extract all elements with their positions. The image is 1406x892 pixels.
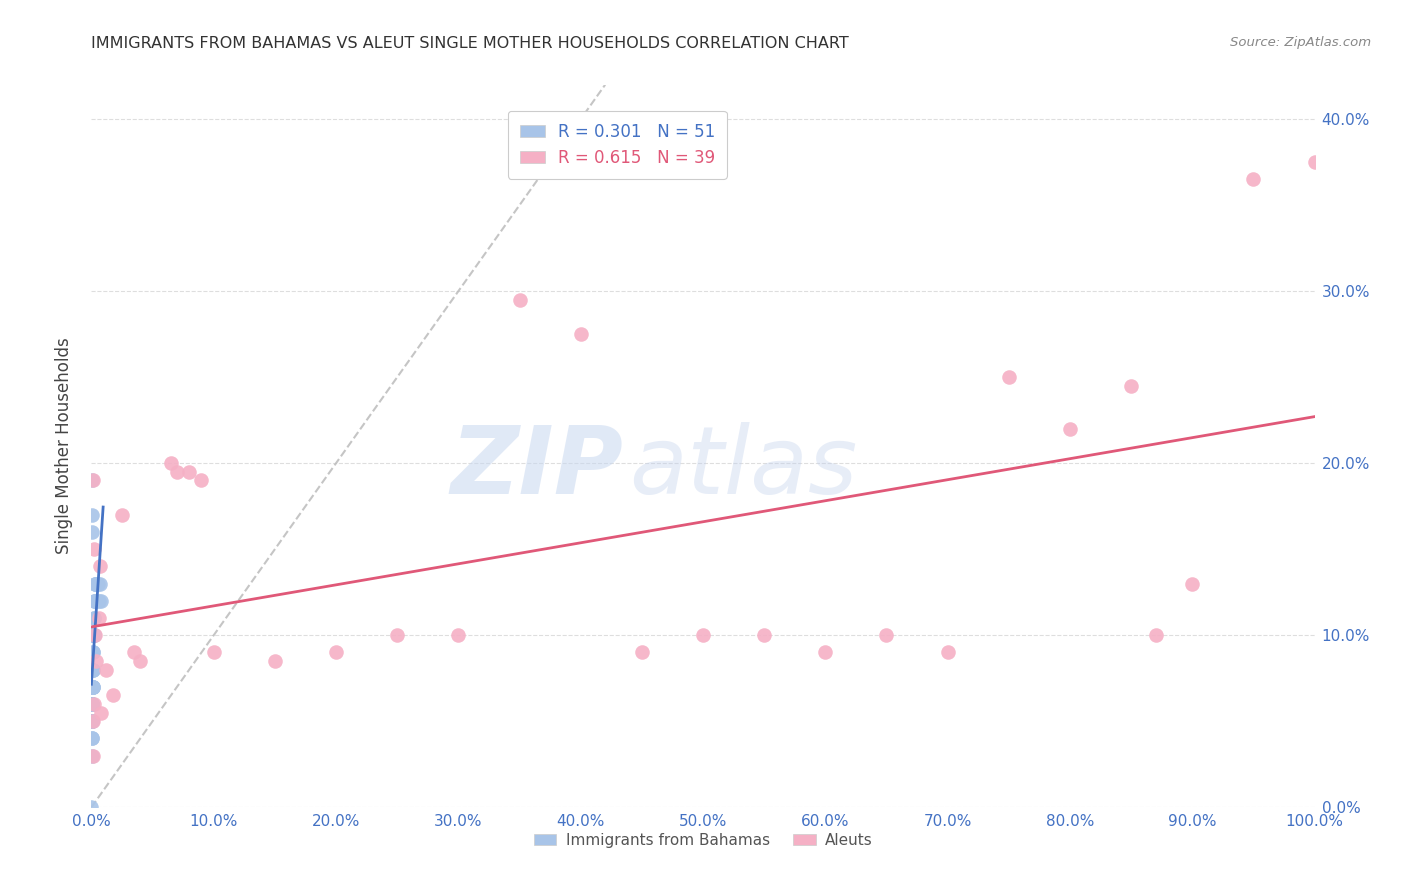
- Point: [122, 645, 145, 659]
- Point: [80, 714, 103, 729]
- Point: [1121, 379, 1143, 393]
- Text: Source: ZipAtlas.com: Source: ZipAtlas.com: [1230, 36, 1371, 49]
- Point: [82, 697, 104, 711]
- Legend: Immigrants from Bahamas, Aleuts: Immigrants from Bahamas, Aleuts: [527, 827, 879, 854]
- Point: [84, 628, 107, 642]
- Point: [89, 559, 111, 574]
- Point: [83, 611, 105, 625]
- Point: [84, 576, 107, 591]
- Point: [875, 628, 898, 642]
- Point: [82, 645, 104, 659]
- Point: [82, 474, 104, 488]
- Point: [1181, 576, 1204, 591]
- Point: [82, 748, 104, 763]
- Point: [631, 645, 654, 659]
- Point: [84, 576, 107, 591]
- Point: [82, 697, 104, 711]
- Point: [447, 628, 470, 642]
- Point: [82, 628, 104, 642]
- Point: [998, 370, 1021, 384]
- Point: [83, 542, 105, 557]
- Point: [87, 611, 110, 625]
- Point: [83, 594, 105, 608]
- Point: [82, 663, 104, 677]
- Point: [82, 628, 104, 642]
- Point: [202, 645, 225, 659]
- Point: [80, 714, 103, 729]
- Point: [509, 293, 531, 307]
- Point: [1059, 422, 1081, 436]
- Point: [111, 508, 134, 522]
- Point: [80, 714, 103, 729]
- Y-axis label: Single Mother Households: Single Mother Households: [55, 338, 73, 554]
- Point: [264, 654, 287, 668]
- Point: [80, 508, 103, 522]
- Point: [80, 731, 103, 746]
- Point: [1243, 172, 1265, 186]
- Text: atlas: atlas: [630, 422, 858, 513]
- Point: [129, 654, 152, 668]
- Point: [80, 524, 103, 539]
- Point: [80, 680, 103, 694]
- Point: [83, 697, 105, 711]
- Point: [80, 697, 103, 711]
- Point: [103, 689, 125, 703]
- Point: [1144, 628, 1167, 642]
- Point: [569, 327, 592, 342]
- Point: [80, 680, 103, 694]
- Point: [84, 654, 107, 668]
- Point: [89, 576, 111, 591]
- Point: [385, 628, 409, 642]
- Point: [83, 611, 105, 625]
- Point: [86, 576, 108, 591]
- Point: [82, 697, 104, 711]
- Point: [94, 663, 117, 677]
- Point: [82, 697, 104, 711]
- Point: [80, 474, 103, 488]
- Point: [84, 576, 107, 591]
- Point: [179, 465, 201, 479]
- Point: [80, 697, 103, 711]
- Point: [82, 680, 104, 694]
- Point: [692, 628, 714, 642]
- Point: [83, 628, 105, 642]
- Point: [814, 645, 837, 659]
- Point: [936, 645, 959, 659]
- Point: [1303, 155, 1326, 169]
- Point: [84, 594, 107, 608]
- Point: [82, 628, 104, 642]
- Point: [190, 474, 212, 488]
- Point: [82, 714, 104, 729]
- Point: [83, 628, 105, 642]
- Point: [754, 628, 776, 642]
- Point: [80, 800, 103, 814]
- Point: [90, 594, 112, 608]
- Point: [82, 663, 104, 677]
- Point: [80, 680, 103, 694]
- Point: [82, 714, 104, 729]
- Point: [82, 680, 104, 694]
- Point: [325, 645, 347, 659]
- Point: [82, 697, 104, 711]
- Point: [80, 731, 103, 746]
- Point: [87, 594, 110, 608]
- Point: [83, 628, 105, 642]
- Point: [82, 663, 104, 677]
- Point: [83, 628, 105, 642]
- Point: [84, 594, 107, 608]
- Point: [84, 594, 107, 608]
- Text: ZIP: ZIP: [450, 422, 623, 514]
- Point: [84, 576, 107, 591]
- Point: [160, 456, 183, 470]
- Point: [80, 748, 103, 763]
- Point: [82, 680, 104, 694]
- Point: [166, 465, 188, 479]
- Point: [82, 645, 104, 659]
- Point: [90, 706, 112, 720]
- Point: [82, 680, 104, 694]
- Text: IMMIGRANTS FROM BAHAMAS VS ALEUT SINGLE MOTHER HOUSEHOLDS CORRELATION CHART: IMMIGRANTS FROM BAHAMAS VS ALEUT SINGLE …: [91, 36, 849, 51]
